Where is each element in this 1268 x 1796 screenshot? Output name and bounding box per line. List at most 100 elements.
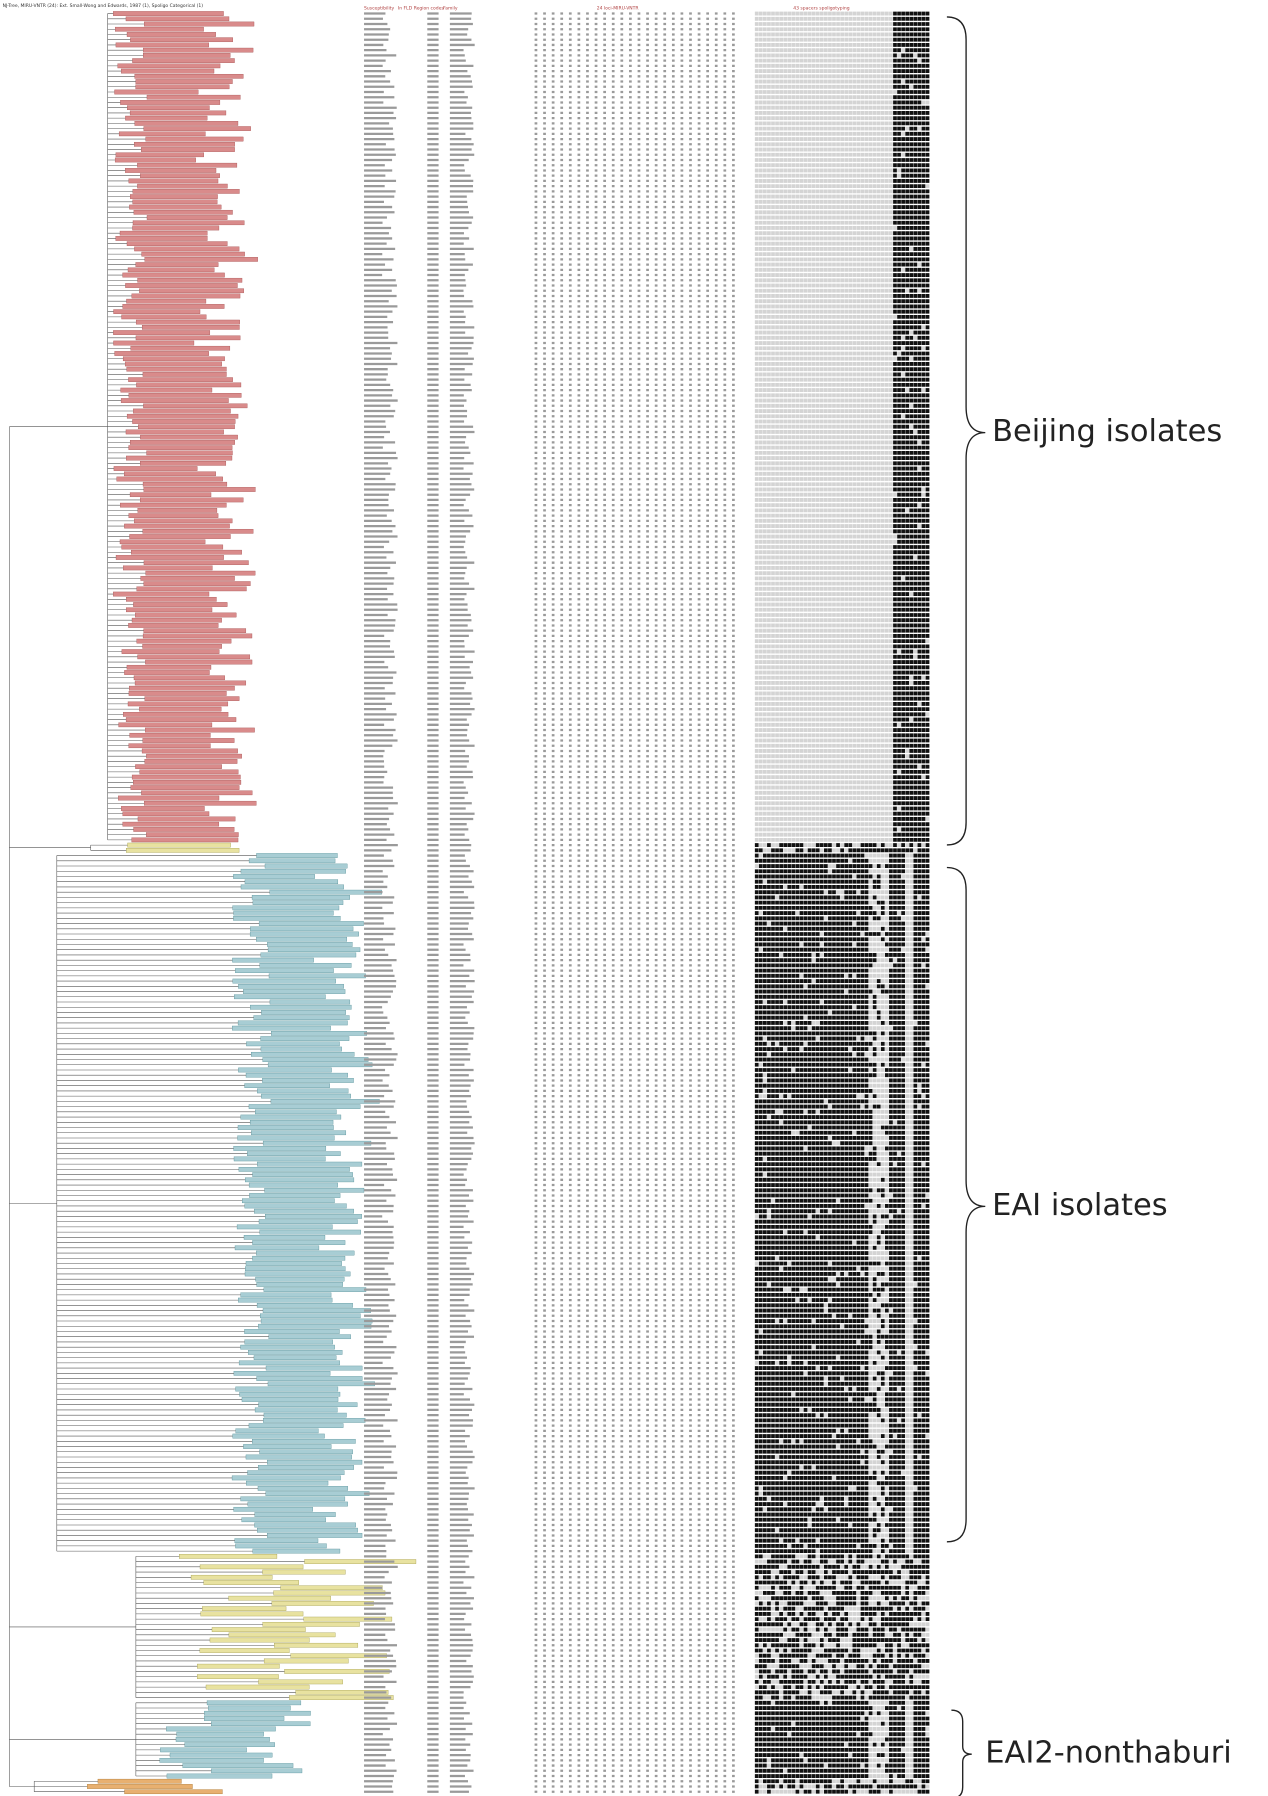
isolate-label-box	[124, 1789, 223, 1795]
isolate-label-box	[143, 581, 251, 586]
isolate-label-box	[234, 994, 326, 1000]
isolate-label-box	[133, 780, 242, 785]
isolate-label-box	[235, 1428, 319, 1434]
isolate-label-box	[118, 795, 220, 801]
isolate-label-box	[267, 942, 353, 947]
isolate-label-box	[129, 204, 222, 210]
isolate-label-box	[141, 251, 245, 257]
isolate-label-box	[248, 1182, 338, 1188]
isolate-label-box	[244, 879, 339, 885]
isolate-label-box	[248, 1423, 344, 1428]
isolate-label-box	[251, 895, 350, 900]
isolate-label-box	[258, 921, 364, 926]
isolate-label-box	[233, 1146, 327, 1151]
isolate-label-box	[139, 288, 244, 294]
isolate-label-box	[115, 555, 224, 560]
isolate-label-box	[240, 1344, 335, 1350]
bracket	[946, 866, 986, 1543]
isolate-label-box	[211, 1768, 303, 1774]
isolate-label-box	[139, 706, 222, 712]
isolate-label-box	[233, 1156, 326, 1162]
isolate-label-box	[199, 1648, 290, 1653]
isolate-label-box	[262, 1078, 354, 1083]
isolate-label-box	[143, 628, 247, 633]
isolate-label-box	[233, 874, 315, 879]
isolate-label-box	[232, 957, 314, 963]
isolate-label-box	[132, 225, 220, 231]
isolate-label-box	[247, 1151, 341, 1156]
isolate-label-box	[258, 1679, 343, 1685]
isolate-label-box	[260, 1046, 342, 1052]
isolate-label-box	[247, 1470, 345, 1476]
isolate-label-box	[140, 434, 238, 440]
isolate-label-box	[232, 905, 340, 911]
isolate-label-box	[113, 309, 201, 314]
isolate-label-box	[113, 11, 224, 16]
isolate-label-box	[128, 513, 219, 518]
isolate-label-box	[244, 1339, 333, 1345]
isolate-label-box	[248, 1350, 343, 1355]
isolate-label-box	[132, 58, 235, 63]
isolate-label-box	[257, 1161, 363, 1167]
isolate-label-box	[126, 366, 227, 372]
isolate-label-box	[244, 1329, 340, 1334]
isolate-label-box	[249, 931, 359, 937]
isolate-label-box	[114, 351, 209, 356]
isolate-label-box	[211, 1627, 306, 1632]
isolate-label-box	[263, 1412, 347, 1418]
figure-title: NJ-Tree, MIRU-VNTR (24): Ext. Small-Wong…	[3, 3, 204, 9]
isolate-label-box	[132, 220, 245, 226]
isolate-label-box	[252, 1240, 346, 1245]
isolate-label-box	[132, 189, 240, 194]
isolate-label-box	[127, 842, 231, 848]
isolate-label-box	[126, 455, 233, 461]
isolate-label-box	[122, 356, 225, 362]
isolate-label-box	[159, 1758, 264, 1763]
isolate-label-box	[132, 419, 236, 424]
isolate-label-box	[126, 848, 240, 853]
isolate-label-box	[121, 314, 207, 320]
isolate-label-box	[262, 1569, 346, 1575]
isolate-label-box	[129, 685, 235, 691]
isolate-label-box	[267, 1459, 363, 1465]
isolate-label-box	[128, 691, 227, 696]
isolate-label-box	[144, 21, 255, 27]
isolate-label-box	[129, 110, 227, 116]
isolate-label-box	[114, 157, 196, 163]
isolate-label-box	[127, 701, 229, 707]
isolate-label-box	[115, 26, 204, 32]
isolate-label-box	[140, 576, 235, 581]
isolate-label-box	[235, 968, 334, 973]
bracket	[946, 16, 986, 846]
isolate-label-box	[87, 1784, 193, 1789]
isolate-label-box	[120, 100, 221, 105]
isolate-label-box	[238, 1067, 332, 1073]
isolate-label-box	[129, 534, 231, 539]
isolate-label-box	[144, 800, 257, 806]
isolate-label-box	[262, 1622, 360, 1627]
isolate-label-box	[238, 1297, 333, 1303]
isolate-label-box	[135, 79, 233, 84]
isolate-label-box	[241, 1397, 339, 1402]
column-header: In FLD	[398, 5, 413, 11]
isolate-label-box	[256, 1376, 363, 1381]
isolate-label-box	[268, 973, 366, 979]
tree-and-table	[9, 11, 930, 1795]
isolate-label-box	[117, 63, 221, 69]
isolate-label-box	[121, 649, 220, 654]
isolate-label-box	[211, 1721, 311, 1727]
isolate-label-box	[251, 1130, 347, 1136]
isolate-label-box	[134, 121, 239, 126]
tree-branches	[9, 13, 305, 1792]
isolate-label-box	[135, 84, 230, 90]
isolate-label-box	[242, 1198, 335, 1204]
isolate-label-box	[120, 387, 213, 393]
isolate-label-box	[140, 461, 227, 466]
isolate-label-box	[257, 1486, 348, 1491]
isolate-label-box	[260, 1313, 361, 1319]
isolate-label-box	[146, 450, 233, 456]
isolate-label-box	[142, 738, 235, 743]
isolate-label-box	[243, 989, 346, 994]
isolate-label-box	[142, 633, 253, 639]
